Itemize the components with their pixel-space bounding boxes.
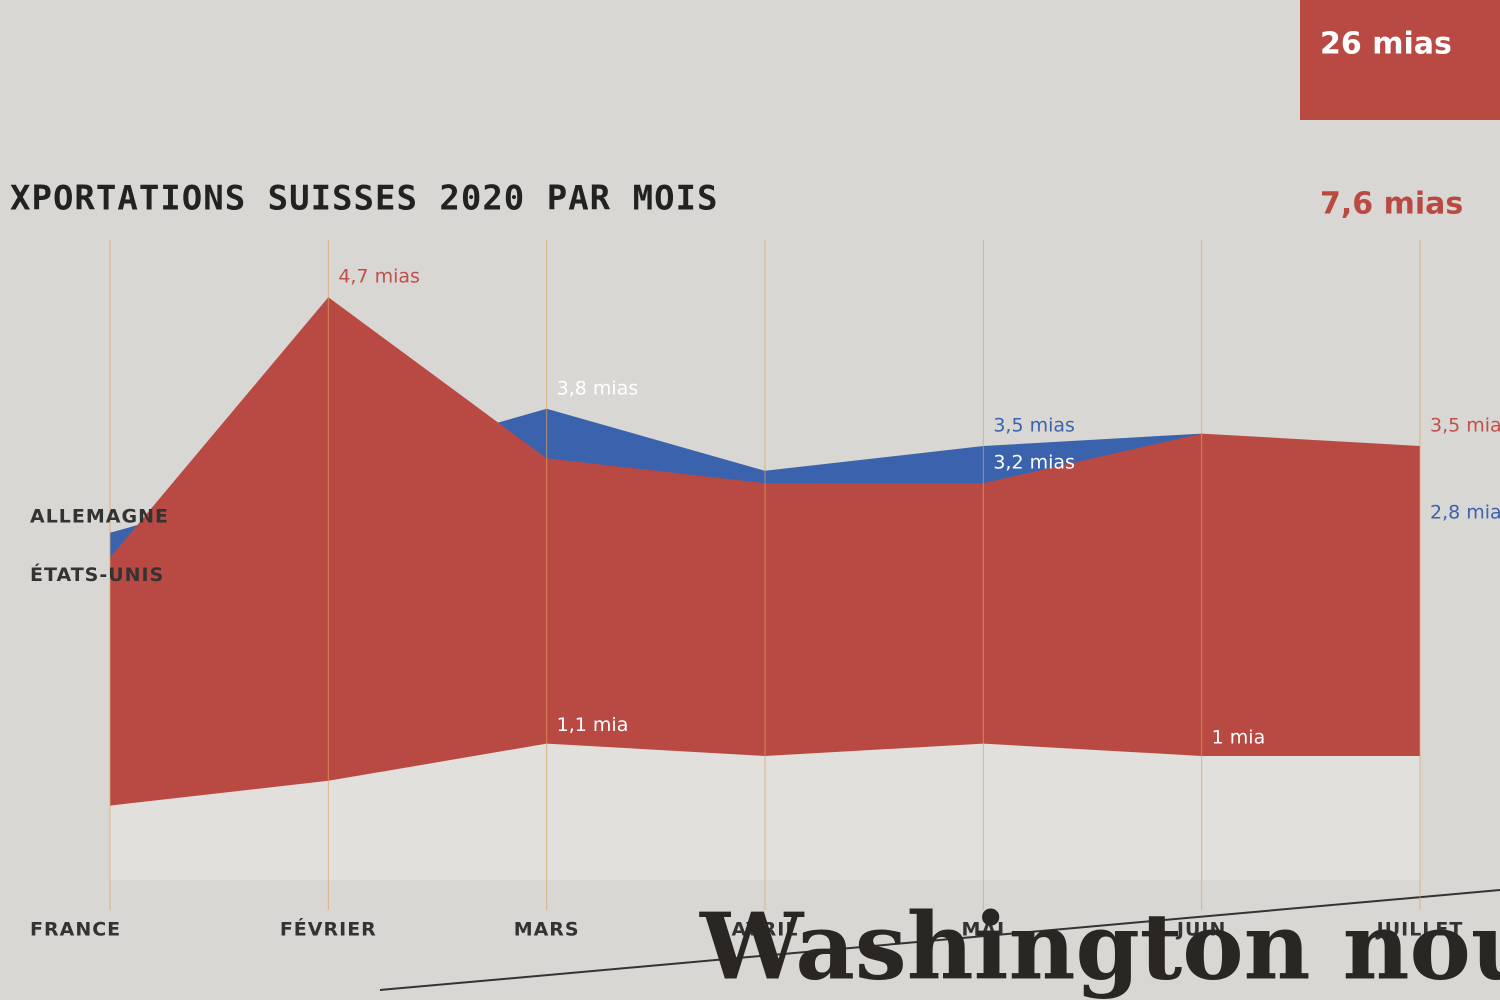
side-value: 26 mias [1320,27,1452,62]
value-label: 1,1 mia [557,714,629,736]
value-label: 1 mia [1212,727,1266,749]
value-label: 3,2 mias [993,452,1075,474]
legend-label: FRANCE [30,919,121,941]
side-value: 7,6 mias [1320,187,1463,222]
x-tick-label: MARS [514,919,580,941]
x-tick-label: FÉVRIER [280,918,377,941]
value-label: 2,8 mias [1430,501,1500,523]
x-tick-label: JUILLET [1375,919,1464,941]
value-label: 3,5 mias [1430,415,1500,437]
x-tick-label: AVRIL [732,919,799,941]
side-box [1300,0,1500,120]
x-tick-label: MAI [961,919,1005,941]
headline: Washington nous m [699,893,1500,1000]
legend-label: ALLEMAGNE [30,505,169,527]
legend-label: ÉTATS-UNIS [30,563,164,586]
value-label: 3,8 mias [557,377,639,399]
rule [379,889,1500,991]
value-label: 4,7 mias [338,266,420,288]
x-tick-label: JUIN [1175,919,1226,941]
chart-title: XPORTATIONS SUISSES 2020 PAR MOIS [10,179,719,219]
value-label: 3,5 mias [993,415,1075,437]
